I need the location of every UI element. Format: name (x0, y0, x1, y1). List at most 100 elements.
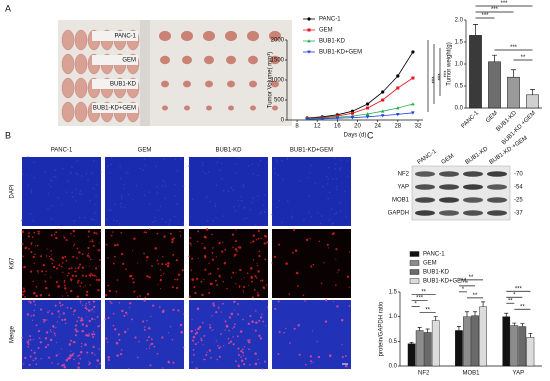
ki67-dot (207, 273, 209, 275)
nucleus (114, 203, 117, 206)
ki67-dot (249, 266, 253, 270)
sig-label: ** (521, 55, 526, 61)
ki67-dot (211, 233, 213, 236)
ki67-dot (257, 358, 259, 361)
ki67-dot (60, 348, 62, 350)
ki67-dot (242, 355, 245, 357)
photo-label: PANC-1 (114, 34, 136, 40)
nucleus (240, 195, 243, 198)
ki67-dot (94, 319, 96, 321)
ki67-dot (116, 354, 119, 357)
ki67-dot (114, 328, 117, 331)
column-label: PANC-1 (51, 148, 73, 154)
ki67-dot (143, 252, 145, 255)
micrograph (189, 300, 268, 369)
ki67-dot (335, 248, 338, 251)
ki67-dot (22, 230, 25, 233)
nucleus (91, 217, 93, 220)
ki67-dot (125, 268, 127, 271)
ki67-dot (89, 284, 92, 286)
nucleus (257, 164, 260, 166)
ki67-dot (328, 247, 330, 249)
ki67-dot (88, 301, 91, 304)
ki67-dot (80, 317, 83, 320)
ki67-dot (218, 274, 221, 277)
ki67-dot (262, 286, 265, 289)
marker (365, 112, 370, 116)
tumor (225, 30, 237, 42)
legend-label: BUB1-KD+GEM (319, 50, 362, 56)
y-tick-label: 500 (274, 98, 285, 104)
ki67-dot (197, 327, 200, 331)
ki67-dot (97, 278, 101, 282)
nucleus (139, 167, 142, 170)
tumor (206, 105, 212, 111)
tumor (162, 105, 168, 111)
ki67-dot (24, 295, 26, 298)
ki67-dot (125, 311, 128, 314)
nucleus (235, 163, 238, 165)
error-bar (512, 322, 517, 326)
nucleus (220, 162, 223, 165)
ki67-dot (28, 232, 30, 234)
ki67-dot (61, 262, 64, 264)
ki67-dot (237, 313, 240, 316)
ki67-dot (175, 286, 179, 290)
ki67-dot (215, 279, 217, 282)
error-bar (425, 328, 430, 333)
nucleus (307, 176, 310, 179)
ki67-dot (191, 257, 194, 260)
nucleus (110, 209, 112, 212)
ki67-dot (235, 272, 237, 274)
ki67-dot (169, 232, 172, 235)
nucleus (215, 217, 217, 219)
sig-label: *** (481, 13, 489, 19)
nucleus (209, 200, 212, 203)
ki67-dot (220, 333, 222, 335)
x-tick-label: 32 (415, 124, 422, 130)
ki67-dot (212, 304, 216, 307)
ki67-dot (59, 305, 62, 307)
nucleus (110, 163, 113, 166)
ki67-dot (254, 275, 257, 278)
legend-label: BUB1-KD+GEM (423, 279, 466, 285)
ki67-dot (65, 359, 69, 362)
ki67-dot (192, 349, 195, 351)
ki67-dot (70, 232, 72, 235)
ki67-dot (129, 274, 132, 278)
ki67-dot (95, 278, 98, 281)
ki67-dot (223, 262, 227, 265)
sig-label: * (414, 302, 417, 308)
nucleus (314, 182, 316, 185)
ki67-dot (96, 359, 99, 362)
lane-label: BUB1-KD (465, 146, 490, 166)
ki67-dot (49, 329, 52, 331)
nucleus (162, 179, 164, 181)
ki67-dot (143, 299, 146, 302)
nucleus (299, 179, 301, 182)
ki67-dot (47, 311, 49, 314)
ki67-dot (200, 339, 203, 342)
marker (380, 114, 385, 118)
ki67-dot (165, 263, 167, 266)
ki67-dot (92, 331, 95, 333)
ki67-dot (244, 357, 247, 360)
ki67-dot (305, 238, 309, 242)
error-bar (473, 24, 478, 36)
ki67-dot (120, 232, 123, 234)
tumor (181, 30, 193, 42)
ki67-dot (45, 286, 48, 290)
x-axis-label: Days (d) (344, 133, 367, 139)
micrograph (105, 229, 184, 298)
ki67-dot (243, 277, 245, 279)
ki67-dot (151, 265, 153, 267)
bar (510, 325, 519, 367)
ki67-dot (33, 291, 36, 295)
ki67-dot (55, 281, 58, 284)
protein-label: GAPDH (388, 211, 409, 217)
nucleus (75, 188, 77, 191)
ki67-dot (62, 363, 66, 367)
nucleus (93, 218, 95, 221)
nucleus (339, 210, 342, 213)
